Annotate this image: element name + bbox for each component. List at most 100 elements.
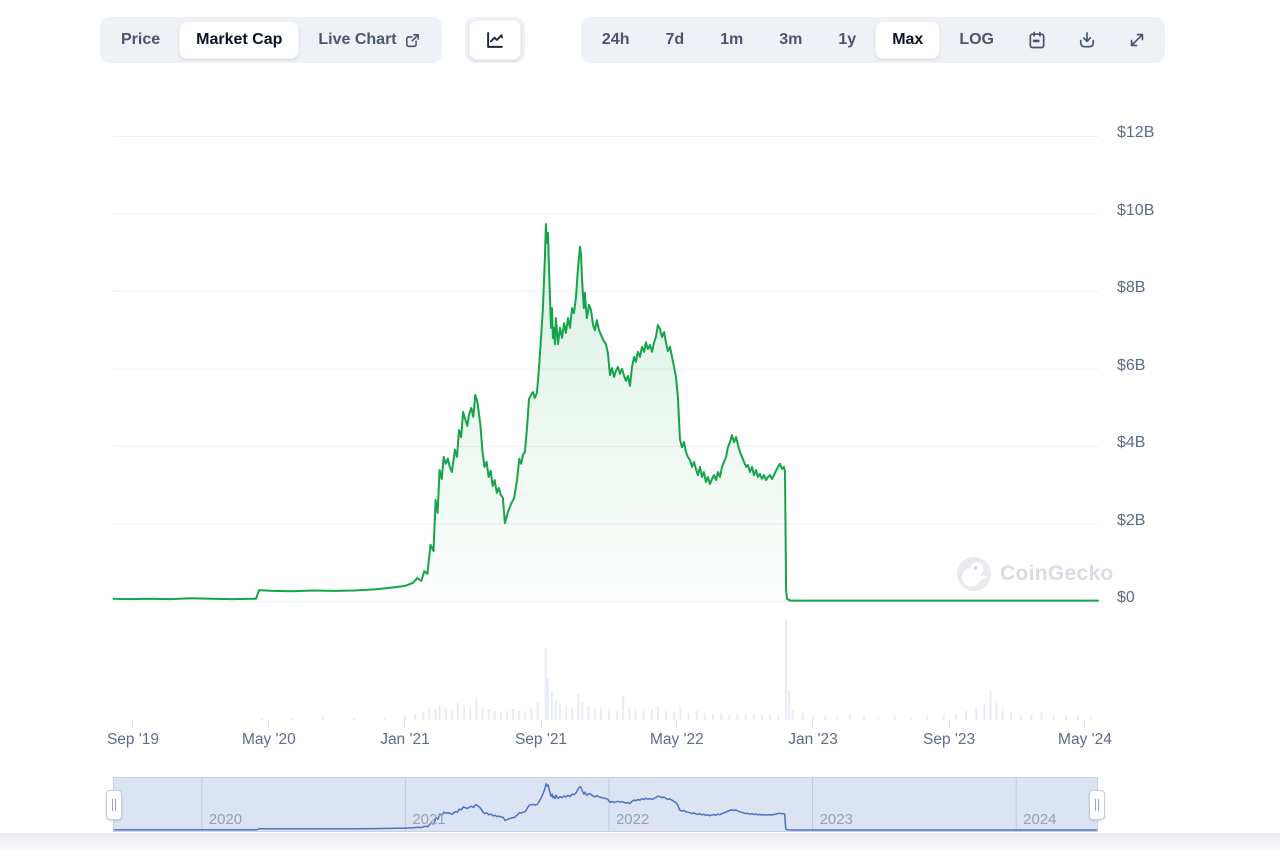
- volume-bar: [788, 690, 791, 720]
- volume-bar: [1077, 716, 1080, 720]
- volume-bar: [812, 715, 814, 720]
- range-toolbar: 24h 7d 1m 3m 1y Max LOG: [580, 17, 1165, 63]
- x-axis-label: Sep '23: [923, 731, 976, 748]
- navigator-year-label: 2023: [819, 811, 853, 828]
- volume-bar: [352, 718, 355, 720]
- calendar-icon: [1029, 31, 1045, 49]
- volume-bars: [261, 620, 1092, 720]
- volume-bar: [444, 708, 447, 720]
- volume-bar: [322, 717, 325, 720]
- volume-bar: [744, 715, 747, 720]
- coingecko-watermark: CoinGecko: [956, 556, 1114, 592]
- volume-bar: [457, 703, 459, 720]
- volume-bar: [983, 704, 986, 720]
- volume-bar: [536, 702, 539, 720]
- x-axis-tick: [948, 720, 950, 728]
- volume-bar: [736, 713, 739, 720]
- volume-bar: [761, 715, 763, 720]
- volume-bar: [593, 709, 596, 720]
- volume-bar: [1040, 712, 1043, 720]
- x-axis-label: Jan '23: [788, 731, 838, 748]
- x-axis-label: May '20: [241, 731, 296, 748]
- volume-bar: [720, 713, 723, 720]
- volume-bar: [291, 718, 294, 720]
- volume-bar: [434, 709, 437, 720]
- tab-market-cap[interactable]: Market Cap: [179, 21, 300, 59]
- range-3m[interactable]: 3m: [762, 21, 819, 59]
- line-chart-icon: [487, 32, 503, 48]
- navigator-gridlines: [201, 778, 1017, 831]
- range-max[interactable]: Max: [875, 21, 941, 59]
- y-axis-label: $12B: [1117, 124, 1155, 141]
- volume-bar: [791, 710, 794, 720]
- range-1m[interactable]: 1m: [703, 21, 760, 59]
- volume-chart: [261, 620, 1092, 720]
- navigator-chart: [114, 778, 1097, 831]
- download-button[interactable]: [1063, 21, 1111, 59]
- volume-bar: [1001, 709, 1004, 720]
- toggle-log-scale[interactable]: LOG: [942, 21, 1011, 59]
- external-link-icon: [405, 33, 419, 47]
- tab-price[interactable]: Price: [104, 21, 177, 59]
- chart-style-button[interactable]: [469, 20, 521, 60]
- volume-bar: [622, 696, 625, 720]
- volume-bar: [634, 709, 637, 720]
- x-axis-tick: [812, 720, 814, 728]
- volume-bar: [995, 703, 998, 720]
- chart-navigator[interactable]: 2020 2021 2022 2023 2024: [106, 777, 1105, 832]
- volume-bar: [965, 711, 967, 720]
- volume-bar: [599, 708, 602, 720]
- y-axis-label: $4B: [1117, 434, 1146, 451]
- gridlines: [113, 136, 1098, 602]
- volume-bar: [1089, 717, 1092, 720]
- volume-bar: [463, 705, 466, 720]
- volume-bar: [261, 718, 264, 720]
- x-axis-label: Sep '21: [514, 731, 568, 748]
- navigator-year-label: 2021: [412, 811, 446, 828]
- volume-bar: [499, 712, 502, 720]
- volume-bar: [777, 715, 780, 720]
- x-axis-label: Jan '21: [380, 731, 430, 748]
- navigator-left-handle[interactable]: [106, 790, 122, 820]
- volume-bar: [836, 717, 839, 720]
- volume-bar: [469, 707, 472, 720]
- x-axis-label: Sep '19: [106, 731, 160, 748]
- volume-bar: [785, 620, 788, 720]
- market-cap-chart[interactable]: [113, 130, 1103, 610]
- tab-live-chart[interactable]: Live Chart: [301, 21, 437, 59]
- range-24h[interactable]: 24h: [585, 21, 647, 59]
- y-axis-label: $6B: [1117, 356, 1146, 374]
- volume-bar: [530, 708, 533, 720]
- volume-bar: [893, 716, 896, 720]
- y-axis-label: $8B: [1117, 279, 1146, 296]
- volume-bar: [438, 705, 441, 720]
- live-chart-label: Live Chart: [318, 31, 397, 48]
- bottom-shadow: [0, 833, 1280, 850]
- y-axis-label: $10B: [1117, 201, 1155, 219]
- volume-bar: [703, 713, 706, 720]
- volume-bar: [554, 700, 557, 720]
- navigator-line: [114, 783, 1097, 831]
- chart-type-tabs: Price Market Cap Live Chart: [100, 17, 442, 63]
- calendar-button[interactable]: [1013, 21, 1061, 59]
- volume-bar: [877, 717, 880, 720]
- volume-bar: [975, 708, 978, 720]
- volume-bar: [926, 716, 929, 720]
- x-axis-tick: [676, 720, 678, 728]
- range-7d[interactable]: 7d: [648, 21, 701, 59]
- navigator-year-label: 2024: [1023, 811, 1057, 828]
- navigator-right-handle[interactable]: [1089, 790, 1105, 820]
- volume-bar: [909, 717, 912, 720]
- range-1y[interactable]: 1y: [821, 21, 873, 59]
- volume-bar: [518, 711, 521, 720]
- volume-bar: [824, 716, 827, 720]
- volume-bar: [656, 706, 659, 720]
- fullscreen-button[interactable]: [1113, 21, 1161, 59]
- volume-bar: [695, 711, 698, 720]
- market-cap-line: [113, 223, 1099, 602]
- x-axis-tick: [1084, 720, 1086, 728]
- volume-bar: [989, 691, 992, 720]
- y-axis-label: $2B: [1117, 511, 1146, 529]
- volume-bar: [650, 709, 653, 720]
- volume-bar: [642, 711, 645, 720]
